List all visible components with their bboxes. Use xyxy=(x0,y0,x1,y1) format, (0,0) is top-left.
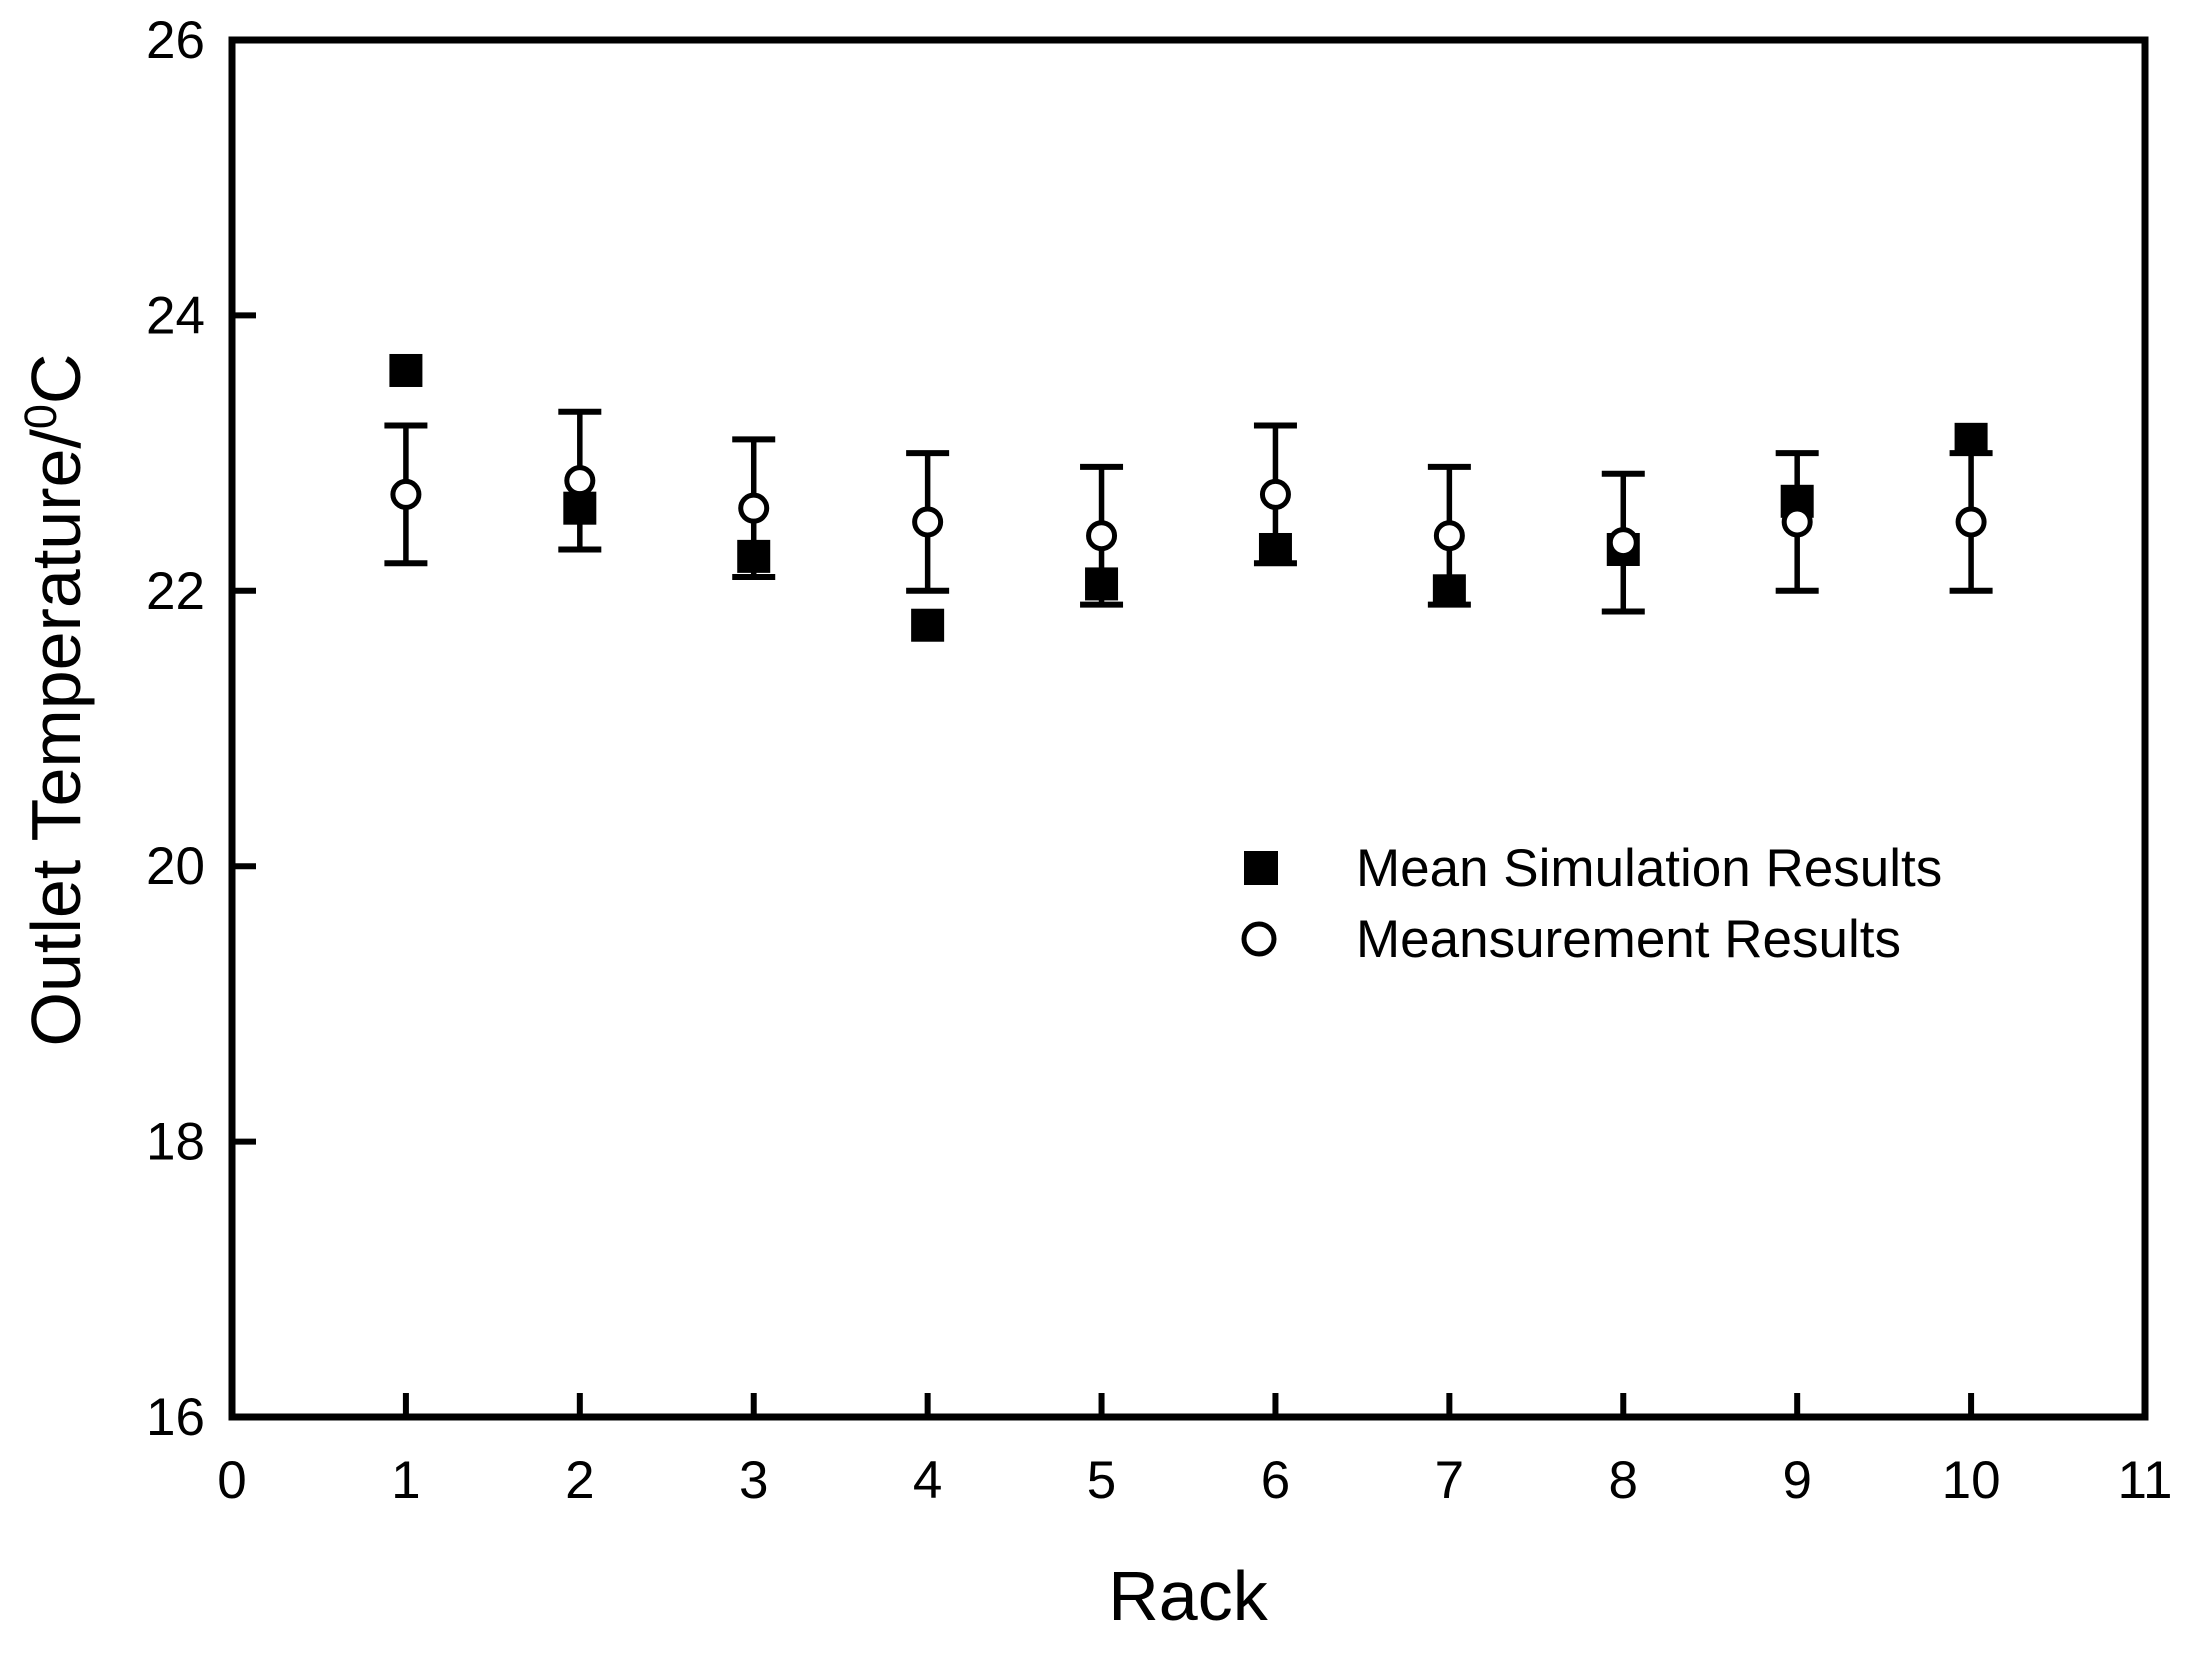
measurement-point-marker xyxy=(1086,520,1118,552)
simulation-point-marker xyxy=(911,608,945,642)
measurement-error-bars xyxy=(384,408,1993,615)
x-tick-label: 0 xyxy=(217,1451,246,1510)
measurement-point-marker xyxy=(564,465,596,497)
x-tick-label: 11 xyxy=(2117,1451,2172,1510)
x-axis-tick-labels: 0 1 2 3 4 5 6 7 8 9 10 11 xyxy=(217,1451,2172,1510)
plot-area-frame xyxy=(228,36,2149,1421)
simulation-point-marker xyxy=(389,353,423,387)
x-tick-label: 1 xyxy=(391,1451,420,1510)
measurement-point-marker xyxy=(390,478,422,510)
x-tick-label: 2 xyxy=(565,1451,594,1510)
measurement-point-marker xyxy=(1433,520,1465,552)
simulation-point-marker xyxy=(1258,532,1292,566)
y-axis-title: Outlet Temperature/0C xyxy=(15,354,95,1047)
legend-label-measurement: Meansurement Results xyxy=(1356,910,1901,969)
x-tick-label: 3 xyxy=(739,1451,768,1510)
simulation-point-marker xyxy=(1432,574,1466,608)
y-tick-label: 24 xyxy=(146,286,205,345)
measurement-point-marker xyxy=(1607,527,1639,559)
legend-filled-square-marker xyxy=(1244,851,1278,885)
y-tick-label: 20 xyxy=(146,837,205,896)
x-tick-label: 10 xyxy=(1942,1451,2001,1510)
simulation-point-marker xyxy=(563,491,597,525)
simulation-point-marker xyxy=(737,539,771,573)
measurement-point-marker xyxy=(738,492,770,524)
series-measurement-markers xyxy=(390,465,1987,559)
measurement-point-marker xyxy=(1955,506,1987,538)
x-tick-label: 5 xyxy=(1087,1451,1116,1510)
y-axis-tick-labels: 16 18 20 22 24 26 xyxy=(146,11,205,1447)
y-axis-title-text: Outlet Temperature/ xyxy=(17,429,95,1047)
measurement-point-marker xyxy=(1781,506,1813,538)
x-tick-label: 6 xyxy=(1261,1451,1290,1510)
y-tick-label: 22 xyxy=(146,562,205,621)
series-mean-simulation-markers xyxy=(389,353,1988,642)
axes-border xyxy=(228,36,2149,1421)
y-axis-title-superscript: 0 xyxy=(15,404,66,429)
x-tick-label: 4 xyxy=(913,1451,942,1510)
x-axis-ticks xyxy=(229,1393,2148,1414)
measurement-point-marker xyxy=(912,506,944,538)
x-axis-title: Rack xyxy=(1108,1557,1268,1635)
y-tick-label: 16 xyxy=(146,1388,205,1447)
y-tick-label: 26 xyxy=(146,11,205,70)
simulation-point-marker xyxy=(1954,422,1988,456)
legend-open-circle-marker xyxy=(1241,921,1277,957)
y-tick-label: 18 xyxy=(146,1113,205,1172)
x-tick-label: 7 xyxy=(1435,1451,1464,1510)
x-tick-label: 8 xyxy=(1609,1451,1638,1510)
y-axis-title-unit: C xyxy=(17,354,95,405)
measurement-point-marker xyxy=(1259,478,1291,510)
legend: Mean Simulation Results Meansurement Res… xyxy=(1241,839,1942,969)
legend-label-simulation: Mean Simulation Results xyxy=(1356,839,1942,898)
simulation-point-marker xyxy=(1085,567,1119,601)
x-tick-label: 9 xyxy=(1782,1451,1811,1510)
y-axis-ticks xyxy=(235,37,256,1420)
